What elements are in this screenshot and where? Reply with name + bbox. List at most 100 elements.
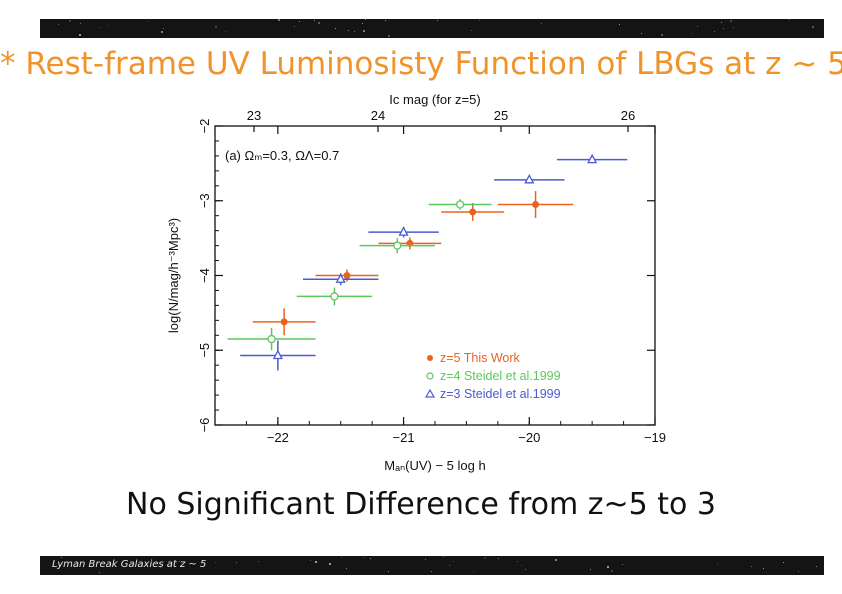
star-dot [99,572,100,573]
y-tick-label: −6 [197,418,212,433]
star-dot [278,19,280,21]
top-tick-label: 26 [621,108,635,123]
star-dot [341,557,342,558]
y-tick-label: −3 [197,193,212,208]
star-dot [431,571,432,572]
star-dot [449,565,450,566]
y-tick-label: −5 [197,343,212,358]
star-dot [425,559,426,560]
data-point-z5 [469,208,477,216]
star-dot [484,558,485,559]
star-dot [362,23,363,24]
star-dot [611,570,613,572]
star-dot [607,566,609,568]
top-axis-label: Iᴄ mag (for z=5) [389,92,480,107]
star-dot [798,571,799,572]
data-point-z3 [524,173,535,184]
top-tick-label: 23 [247,108,261,123]
star-dot [348,30,349,31]
legend-marker-z4 [426,372,434,380]
x-axis-label: Mₐₙ(UV) − 5 log h [384,458,485,473]
star-dot [443,556,444,557]
star-dot [388,35,390,37]
star-dot [485,557,486,558]
data-point-z4 [267,334,276,344]
legend-label: z=5 This Work [440,351,521,365]
star-dot [363,557,364,558]
top-tick-label: 24 [371,108,385,123]
x-tick-label: −22 [267,430,289,445]
footer-bar: Lyman Break Galaxies at z ~ 5 [40,556,824,575]
star-dot [721,22,722,23]
star-dot [58,24,59,25]
star-dot [723,28,724,29]
data-point-z3 [335,273,346,283]
star-dot [697,26,698,27]
legend-marker-z5 [427,355,433,361]
star-dot [816,566,817,567]
star-dot [299,21,300,22]
star-dot [310,560,311,561]
star-dot [733,27,734,28]
star-dot [179,561,180,562]
star-dot [107,25,108,26]
x-tick-label: −20 [518,430,540,445]
star-dot [335,28,336,29]
star-dot [812,26,814,28]
star-dot [385,20,386,21]
y-tick-label: −2 [197,119,212,134]
star-dot [162,564,163,565]
star-dot [437,20,438,21]
star-dot [525,569,526,570]
star-dot [329,563,331,565]
data-point-z3 [272,349,283,360]
data-point-z3 [398,226,409,236]
star-dot [79,34,81,36]
data-point-z4 [455,200,465,209]
x-tick-label: −21 [393,430,415,445]
footer-text: Lyman Break Galaxies at z ~ 5 [52,559,207,570]
star-dot [258,561,259,562]
star-dot [354,31,355,32]
star-dot [80,23,81,24]
y-tick-label: −4 [197,268,212,283]
star-dot [619,24,620,25]
star-dot [661,34,663,36]
star-dot [691,33,692,34]
star-dot [225,31,226,32]
star-dot [717,563,718,564]
star-dot [471,30,472,31]
star-dot [590,569,591,570]
star-dot [346,568,347,569]
star-dot [730,20,732,22]
top-tick-label: 25 [494,108,508,123]
star-dot [517,561,518,562]
star-dot [622,564,623,565]
star-dot [315,561,317,563]
star-dot [318,22,320,24]
data-point-z3 [587,153,598,164]
cosmology-annotation: (a) Ωₘ=0.3, ΩΛ=0.7 [225,148,339,163]
star-dot [100,27,101,28]
legend-label: z=4 Steidel et al.1999 [440,369,561,383]
star-dot [388,571,389,572]
star-dot [521,565,522,566]
data-point-z4 [330,292,339,301]
data-point-z5 [343,272,351,279]
star-dot [215,562,216,563]
star-dot [783,562,784,563]
data-point-z5 [532,200,540,208]
data-point-z4 [393,241,402,250]
star-dot [453,561,454,562]
star-dot [215,26,217,28]
slide-title: * Rest-frame UV Luminosisty Function of … [0,46,842,82]
star-dot [370,558,371,559]
star-dot [789,19,790,20]
star-dot [160,567,161,568]
plot-frame [214,125,656,426]
star-dot [714,31,715,32]
star-dot [236,562,237,563]
star-dot [479,20,480,21]
legend-marker-z3 [424,388,436,398]
